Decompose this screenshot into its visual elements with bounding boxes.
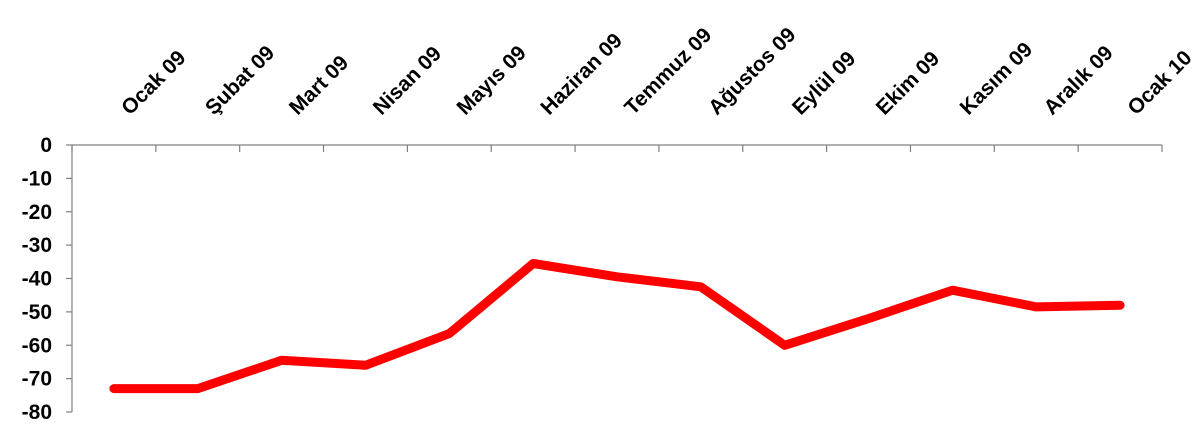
y-tick-label: -30	[22, 234, 52, 257]
data-point	[1035, 306, 1037, 308]
y-axis: 0 -10 -20 -30 -40 -50 -60 -70 -80	[22, 134, 73, 424]
y-tick-label: 0	[40, 134, 52, 157]
data-point	[197, 388, 199, 390]
series-line	[109, 259, 1125, 394]
data-point	[1119, 304, 1121, 306]
x-category-label: Aralık 09	[1040, 41, 1118, 119]
y-tick-label: -50	[22, 301, 52, 324]
data-point	[113, 388, 115, 390]
x-category-label: Ekim 09	[872, 47, 944, 119]
data-point	[868, 318, 870, 320]
data-point	[951, 289, 953, 291]
series-layer	[109, 259, 1125, 394]
x-category-label: Nisan 09	[369, 42, 446, 119]
x-axis: Ocak 09 Şubat 09 Mart 09 Nisan 09 Mayıs 09 Ha…	[71, 23, 1195, 152]
x-category-label: Temmuz 09	[620, 23, 716, 119]
y-tick-label: -40	[22, 268, 52, 291]
y-tick-label: -70	[22, 368, 52, 391]
y-tick-label: -60	[22, 334, 52, 357]
data-point	[784, 344, 786, 346]
y-tick-label: -20	[22, 201, 52, 224]
data-point	[448, 333, 450, 335]
x-category-label: Şubat 09	[201, 41, 279, 119]
data-point	[364, 364, 366, 366]
x-category-label: Mart 09	[285, 51, 353, 119]
x-category-label: Ocak 09	[117, 46, 190, 119]
y-tick-label: -10	[22, 167, 52, 190]
data-point	[281, 359, 283, 361]
x-category-label: Haziran 09	[536, 29, 627, 120]
x-category-label: Eylül 09	[788, 47, 860, 119]
data-point	[532, 262, 534, 264]
data-point	[700, 286, 702, 288]
x-category-label: Mayıs 09	[453, 41, 531, 119]
x-category-label: Ocak 10	[1123, 46, 1195, 119]
data-point	[616, 276, 618, 278]
x-category-label: Ağustos 09	[704, 23, 800, 119]
x-category-label: Kasım 09	[956, 38, 1037, 119]
y-tick-label: -80	[22, 401, 52, 424]
